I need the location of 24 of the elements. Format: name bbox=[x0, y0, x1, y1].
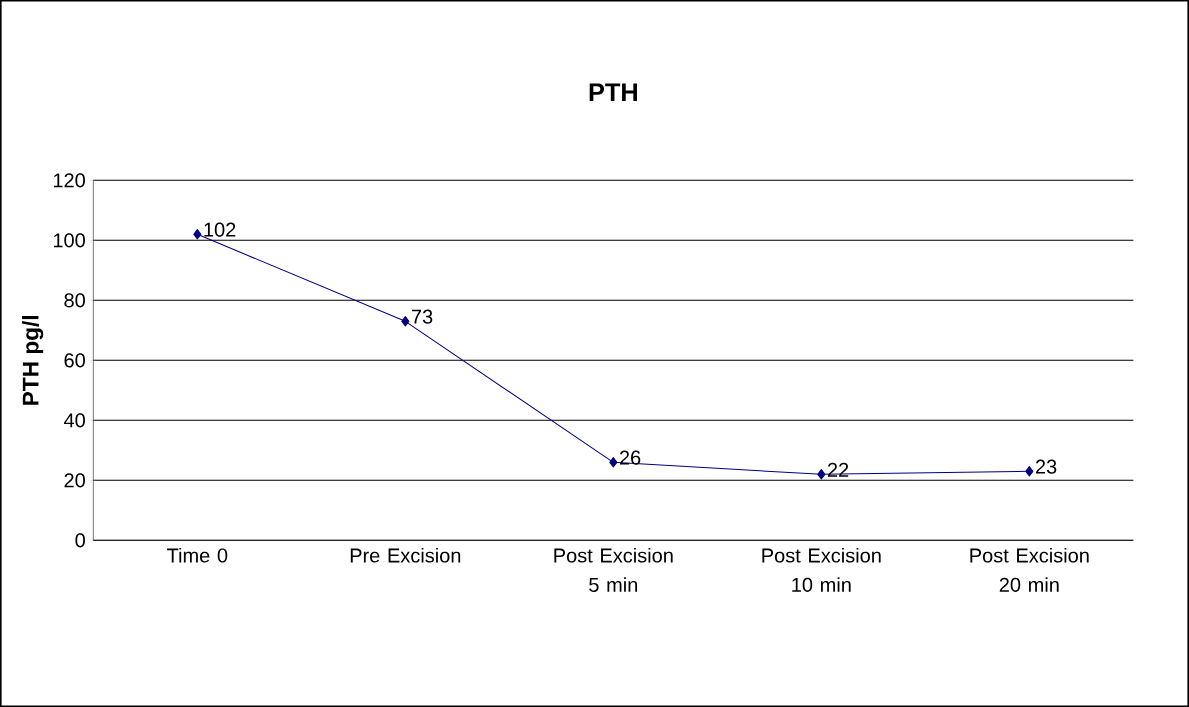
x-tick-label: Post Excision 5 min bbox=[554, 547, 673, 592]
y-tick-label: 40 bbox=[63, 413, 85, 428]
x-tick-label: Post Excision 20 min bbox=[970, 547, 1089, 592]
point bbox=[401, 316, 410, 327]
point bbox=[609, 457, 618, 468]
data-label: 23 bbox=[1035, 459, 1057, 474]
chart-title: PTH bbox=[589, 83, 637, 101]
x-tick-label: Time 0 bbox=[167, 547, 228, 563]
y-tick-label: 0 bbox=[75, 533, 85, 548]
data-label: 22 bbox=[827, 462, 849, 477]
data-label: 102 bbox=[204, 222, 236, 237]
point bbox=[1025, 466, 1034, 477]
y-tick-label: 20 bbox=[64, 473, 85, 488]
y-tick-label: 120 bbox=[53, 173, 85, 188]
point bbox=[817, 469, 826, 480]
y-axis-title: PTH pg/l bbox=[22, 315, 44, 405]
x-tick-label: Post Excision 10 min bbox=[762, 547, 881, 592]
y-tick-label: 60 bbox=[64, 353, 85, 368]
y-tick-label: 80 bbox=[64, 293, 85, 308]
point bbox=[193, 229, 202, 240]
data-label: 26 bbox=[619, 450, 641, 465]
x-tick-label: Pre Excision bbox=[350, 547, 461, 563]
y-tick-label: 100 bbox=[53, 233, 85, 248]
data-label: 73 bbox=[411, 309, 433, 324]
